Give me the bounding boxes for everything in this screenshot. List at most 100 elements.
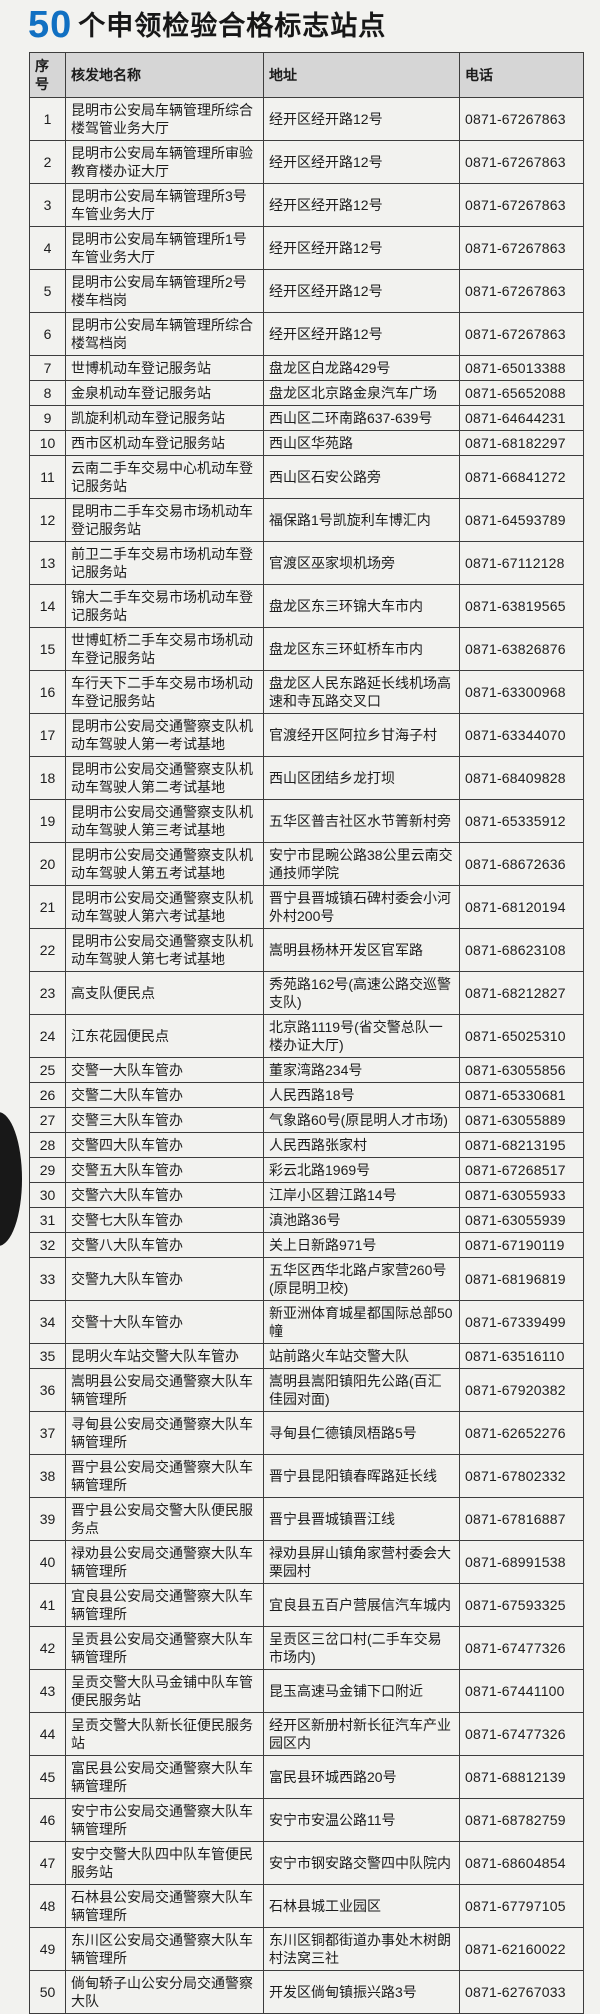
station-phone: 0871-67477326	[459, 1626, 584, 1670]
station-phone: 0871-63055939	[459, 1207, 584, 1233]
row-index: 19	[29, 799, 66, 843]
row-index: 13	[29, 541, 66, 585]
station-name: 昆明市公安局交通警察支队机动车驾驶人第六考试基地	[65, 885, 264, 929]
station-name: 昆明市公安局车辆管理所综合楼驾档岗	[65, 312, 264, 356]
stations-table: 序号 核发地名称 地址 电话 1 昆明市公安局车辆管理所综合楼驾管业务大厅 经开…	[29, 52, 584, 2014]
row-index: 6	[29, 312, 66, 356]
station-address: 经开区经开路12号	[263, 269, 460, 313]
row-index: 44	[29, 1712, 66, 1756]
row-index: 2	[29, 140, 66, 184]
row-index: 31	[29, 1207, 66, 1233]
station-phone: 0871-67816887	[459, 1497, 584, 1541]
row-index: 49	[29, 1927, 66, 1971]
station-address: 安宁市安温公路11号	[263, 1798, 460, 1842]
station-address: 寻甸县仁德镇凤梧路5号	[263, 1411, 460, 1455]
station-address: 西山区二环南路637-639号	[263, 405, 460, 431]
station-phone: 0871-68213195	[459, 1132, 584, 1158]
row-index: 9	[29, 405, 66, 431]
station-name: 云南二手车交易中心机动车登记服务站	[65, 455, 264, 499]
station-address: 宜良县五百户营展信汽车城内	[263, 1583, 460, 1627]
station-name: 前卫二手车交易市场机动车登记服务站	[65, 541, 264, 585]
row-index: 16	[29, 670, 66, 714]
row-index: 21	[29, 885, 66, 929]
station-name: 交警三大队车管办	[65, 1107, 264, 1133]
station-address: 经开区经开路12号	[263, 97, 460, 141]
table-row: 36 嵩明县公安局交通警察大队车辆管理所 嵩明县嵩阳镇阳先公路(百汇佳园对面) …	[29, 1368, 584, 1412]
table-row: 31 交警七大队车管办 滇池路36号 0871-63055939	[29, 1207, 584, 1233]
row-index: 17	[29, 713, 66, 757]
row-index: 5	[29, 269, 66, 313]
station-address: 滇池路36号	[263, 1207, 460, 1233]
station-address: 气象路60号(原昆明人才市场)	[263, 1107, 460, 1133]
row-index: 10	[29, 430, 66, 456]
station-phone: 0871-63344070	[459, 713, 584, 757]
station-phone: 0871-68782759	[459, 1798, 584, 1842]
station-address: 安宁市钢安路交警四中队院内	[263, 1841, 460, 1885]
table-row: 23 高支队便民点 秀苑路162号(高速公路交巡警支队) 0871-682128…	[29, 971, 584, 1015]
station-name: 世博虹桥二手车交易市场机动车登记服务站	[65, 627, 264, 671]
station-phone: 0871-62160022	[459, 1927, 584, 1971]
station-name: 金泉机动车登记服务站	[65, 380, 264, 406]
table-row: 9 凯旋利机动车登记服务站 西山区二环南路637-639号 0871-64644…	[29, 405, 584, 431]
table-row: 30 交警六大队车管办 江岸小区碧江路14号 0871-63055933	[29, 1182, 584, 1208]
table-row: 50 倘甸轿子山公安分局交通警察大队 开发区倘甸镇振兴路3号 0871-6276…	[29, 1970, 584, 2014]
station-phone: 0871-67797105	[459, 1884, 584, 1928]
station-phone: 0871-63055856	[459, 1057, 584, 1083]
station-address: 盘龙区北京路金泉汽车广场	[263, 380, 460, 406]
station-address: 盘龙区东三环虹桥车市内	[263, 627, 460, 671]
station-name: 昆明市公安局车辆管理所审验教育楼办证大厅	[65, 140, 264, 184]
station-name: 江东花园便民点	[65, 1014, 264, 1058]
station-name: 昆明市公安局交通警察支队机动车驾驶人第五考试基地	[65, 842, 264, 886]
row-index: 30	[29, 1182, 66, 1208]
station-phone: 0871-67267863	[459, 226, 584, 270]
station-name: 交警七大队车管办	[65, 1207, 264, 1233]
row-index: 39	[29, 1497, 66, 1541]
row-index: 3	[29, 183, 66, 227]
station-address: 经开区新册村新长征汽车产业园区内	[263, 1712, 460, 1756]
station-name: 安宁交警大队四中队车管便民服务站	[65, 1841, 264, 1885]
table-row: 49 东川区公安局交通警察大队车辆管理所 东川区铜都街道办事处木树朗村法窝三社 …	[29, 1927, 584, 1971]
station-name: 昆明市公安局车辆管理所2号楼车档岗	[65, 269, 264, 313]
station-address: 西山区华苑路	[263, 430, 460, 456]
station-name: 昆明市公安局车辆管理所3号车管业务大厅	[65, 183, 264, 227]
table-row: 41 宜良县公安局交通警察大队车辆管理所 宜良县五百户营展信汽车城内 0871-…	[29, 1583, 584, 1627]
station-name: 凯旋利机动车登记服务站	[65, 405, 264, 431]
station-address: 西山区团结乡龙打坝	[263, 756, 460, 800]
station-address: 人民西路张家村	[263, 1132, 460, 1158]
station-phone: 0871-68196819	[459, 1257, 584, 1301]
row-index: 18	[29, 756, 66, 800]
station-name: 昆明火车站交警大队车管办	[65, 1343, 264, 1369]
station-phone: 0871-67339499	[459, 1300, 584, 1344]
station-address: 安宁市昆畹公路38公里云南交通技师学院	[263, 842, 460, 886]
row-index: 28	[29, 1132, 66, 1158]
table-row: 3 昆明市公安局车辆管理所3号车管业务大厅 经开区经开路12号 0871-672…	[29, 183, 584, 227]
station-phone: 0871-68409828	[459, 756, 584, 800]
station-phone: 0871-63826876	[459, 627, 584, 671]
station-phone: 0871-67268517	[459, 1157, 584, 1183]
table-row: 7 世博机动车登记服务站 盘龙区白龙路429号 0871-65013388	[29, 355, 584, 381]
title-text: 个申领检验合格标志站点	[78, 11, 387, 41]
table-row: 21 昆明市公安局交通警察支队机动车驾驶人第六考试基地 晋宁县晋城镇石碑村委会小…	[29, 885, 584, 929]
station-name: 安宁市公安局交通警察大队车辆管理所	[65, 1798, 264, 1842]
station-phone: 0871-67267863	[459, 183, 584, 227]
station-address: 西山区石安公路旁	[263, 455, 460, 499]
station-address: 站前路火车站交警大队	[263, 1343, 460, 1369]
station-name: 昆明市公安局车辆管理所1号车管业务大厅	[65, 226, 264, 270]
station-phone: 0871-62767033	[459, 1970, 584, 2014]
row-index: 34	[29, 1300, 66, 1344]
table-row: 12 昆明市二手车交易市场机动车登记服务站 福保路1号凯旋利车博汇内 0871-…	[29, 498, 584, 542]
row-index: 40	[29, 1540, 66, 1584]
station-name: 交警五大队车管办	[65, 1157, 264, 1183]
station-phone: 0871-63055889	[459, 1107, 584, 1133]
row-index: 43	[29, 1669, 66, 1713]
row-index: 8	[29, 380, 66, 406]
station-address: 盘龙区白龙路429号	[263, 355, 460, 381]
table-row: 42 呈贡县公安局交通警察大队车辆管理所 呈贡区三岔口村(二手车交易市场内) 0…	[29, 1626, 584, 1670]
row-index: 50	[29, 1970, 66, 2014]
station-phone: 0871-67477326	[459, 1712, 584, 1756]
station-name: 倘甸轿子山公安分局交通警察大队	[65, 1970, 264, 2014]
station-address: 官渡区巫家坝机场旁	[263, 541, 460, 585]
station-name: 世博机动车登记服务站	[65, 355, 264, 381]
table-row: 29 交警五大队车管办 彩云北路1969号 0871-67268517	[29, 1157, 584, 1183]
row-index: 27	[29, 1107, 66, 1133]
